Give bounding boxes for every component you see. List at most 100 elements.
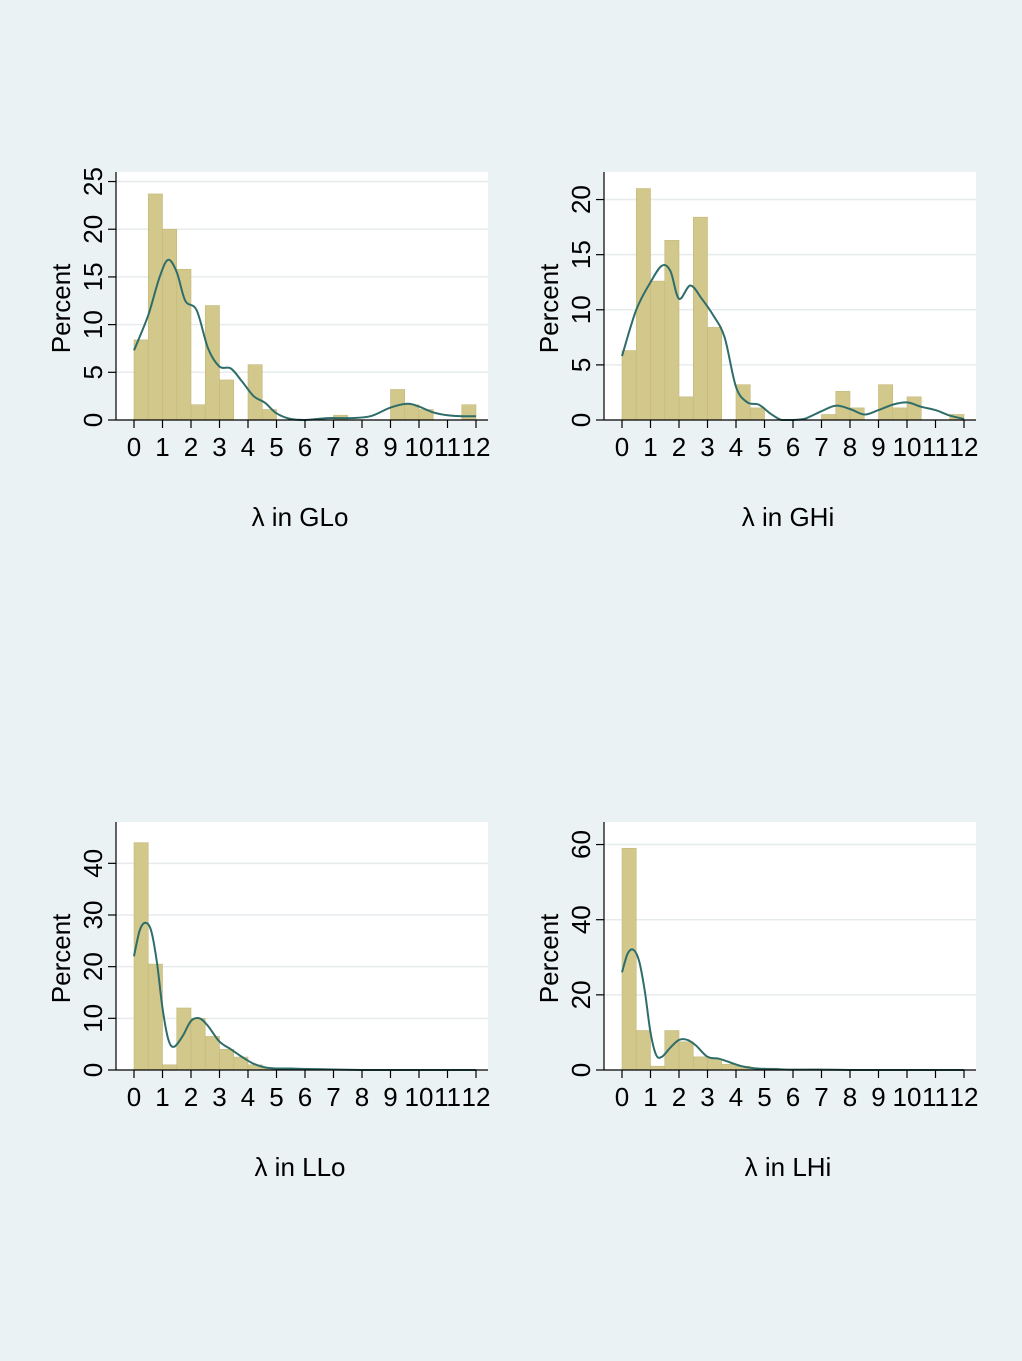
histogram-bar <box>176 1007 192 1071</box>
histogram-bar <box>147 963 163 1071</box>
histogram-bar <box>219 1049 235 1071</box>
x-tick-label: 12 <box>950 432 979 462</box>
x-tick-label: 8 <box>843 432 857 462</box>
x-tick-label: 7 <box>814 432 828 462</box>
x-tick-label: 4 <box>729 1082 743 1112</box>
x-tick-label: 6 <box>786 432 800 462</box>
x-tick-label: 4 <box>241 432 255 462</box>
histogram-bar <box>190 1018 206 1071</box>
y-tick-label: 40 <box>78 849 108 878</box>
histogram-bar <box>133 842 149 1071</box>
histogram-bar <box>906 396 922 421</box>
x-tick-label: 8 <box>355 1082 369 1112</box>
x-tick-label: 10 <box>893 432 922 462</box>
x-tick-label: 2 <box>184 1082 198 1112</box>
x-tick-label: 10 <box>893 1082 922 1112</box>
histogram-bar <box>678 396 694 421</box>
y-tick-label: 0 <box>566 413 596 427</box>
plot-area <box>604 822 976 1070</box>
y-tick-label: 5 <box>566 358 596 372</box>
x-tick-label: 3 <box>212 432 226 462</box>
histogram-bar <box>749 407 765 421</box>
y-tick-label: 20 <box>78 952 108 981</box>
y-tick-label: 15 <box>566 240 596 269</box>
y-axis-title: Percent <box>534 263 564 353</box>
x-tick-label: 5 <box>269 1082 283 1112</box>
histogram-bar <box>692 216 708 421</box>
histogram-bar <box>162 1064 178 1071</box>
y-tick-label: 0 <box>78 413 108 427</box>
histogram-bar <box>219 379 235 421</box>
histogram-bar <box>635 1030 651 1071</box>
histogram-bar <box>204 305 220 421</box>
x-tick-label: 7 <box>814 1082 828 1112</box>
histogram-bar <box>461 404 477 421</box>
y-tick-label: 10 <box>78 310 108 339</box>
y-tick-label: 25 <box>78 167 108 196</box>
x-tick-label: 4 <box>729 432 743 462</box>
density-curve <box>621 264 965 422</box>
x-tick-label: 2 <box>184 432 198 462</box>
y-axis-title: Percent <box>46 913 76 1003</box>
x-tick-label: 11 <box>922 1082 949 1112</box>
histogram-bar <box>133 339 149 421</box>
x-tick-label: 1 <box>155 1082 169 1112</box>
histogram-bar <box>692 1056 708 1071</box>
x-tick-label: 6 <box>298 1082 312 1112</box>
x-tick-label: 0 <box>127 1082 141 1112</box>
histogram-bar <box>621 350 637 421</box>
histogram-bar <box>404 404 420 421</box>
x-tick-label: 7 <box>326 1082 340 1112</box>
y-tick-label: 0 <box>566 1063 596 1077</box>
x-tick-label: 6 <box>298 432 312 462</box>
histogram-bar <box>621 848 637 1071</box>
x-tick-label: 9 <box>383 432 397 462</box>
y-tick-label: 60 <box>566 830 596 859</box>
histogram-bar <box>878 384 894 421</box>
y-axis-title: Percent <box>46 263 76 353</box>
x-tick-label: 10 <box>405 432 434 462</box>
histogram-bar <box>678 1041 694 1071</box>
y-tick-label: 0 <box>78 1063 108 1077</box>
plot-area <box>116 822 488 1070</box>
x-axis-title: λ in GLo <box>252 502 349 532</box>
y-tick-label: 20 <box>566 980 596 1009</box>
y-tick-label: 30 <box>78 901 108 930</box>
x-tick-label: 9 <box>871 432 885 462</box>
x-tick-label: 3 <box>212 1082 226 1112</box>
x-tick-label: 8 <box>355 432 369 462</box>
histogram-bar <box>204 1036 220 1071</box>
x-tick-label: 3 <box>700 432 714 462</box>
x-tick-label: 12 <box>462 1082 491 1112</box>
histogram-bar <box>176 268 192 421</box>
x-tick-label: 12 <box>462 432 491 462</box>
density-curve <box>133 258 477 422</box>
histogram-bar <box>162 228 178 421</box>
x-tick-label: 6 <box>786 1082 800 1112</box>
y-tick-label: 10 <box>566 295 596 324</box>
y-tick-label: 20 <box>566 185 596 214</box>
x-tick-label: 2 <box>672 432 686 462</box>
y-tick-label: 20 <box>78 215 108 244</box>
x-tick-label: 5 <box>757 432 771 462</box>
x-tick-label: 5 <box>757 1082 771 1112</box>
x-tick-label: 9 <box>383 1082 397 1112</box>
y-axis-title: Percent <box>534 913 564 1003</box>
x-tick-label: 12 <box>950 1082 979 1112</box>
histogram-bar <box>190 404 206 421</box>
x-tick-label: 0 <box>615 1082 629 1112</box>
y-tick-label: 40 <box>566 905 596 934</box>
x-axis-title: λ in GHi <box>742 502 834 532</box>
x-tick-label: 11 <box>434 1082 461 1112</box>
x-tick-label: 7 <box>326 432 340 462</box>
x-tick-label: 1 <box>643 1082 657 1112</box>
x-tick-label: 2 <box>672 1082 686 1112</box>
x-tick-label: 9 <box>871 1082 885 1112</box>
x-tick-label: 3 <box>700 1082 714 1112</box>
histogram-bar <box>721 1064 737 1071</box>
